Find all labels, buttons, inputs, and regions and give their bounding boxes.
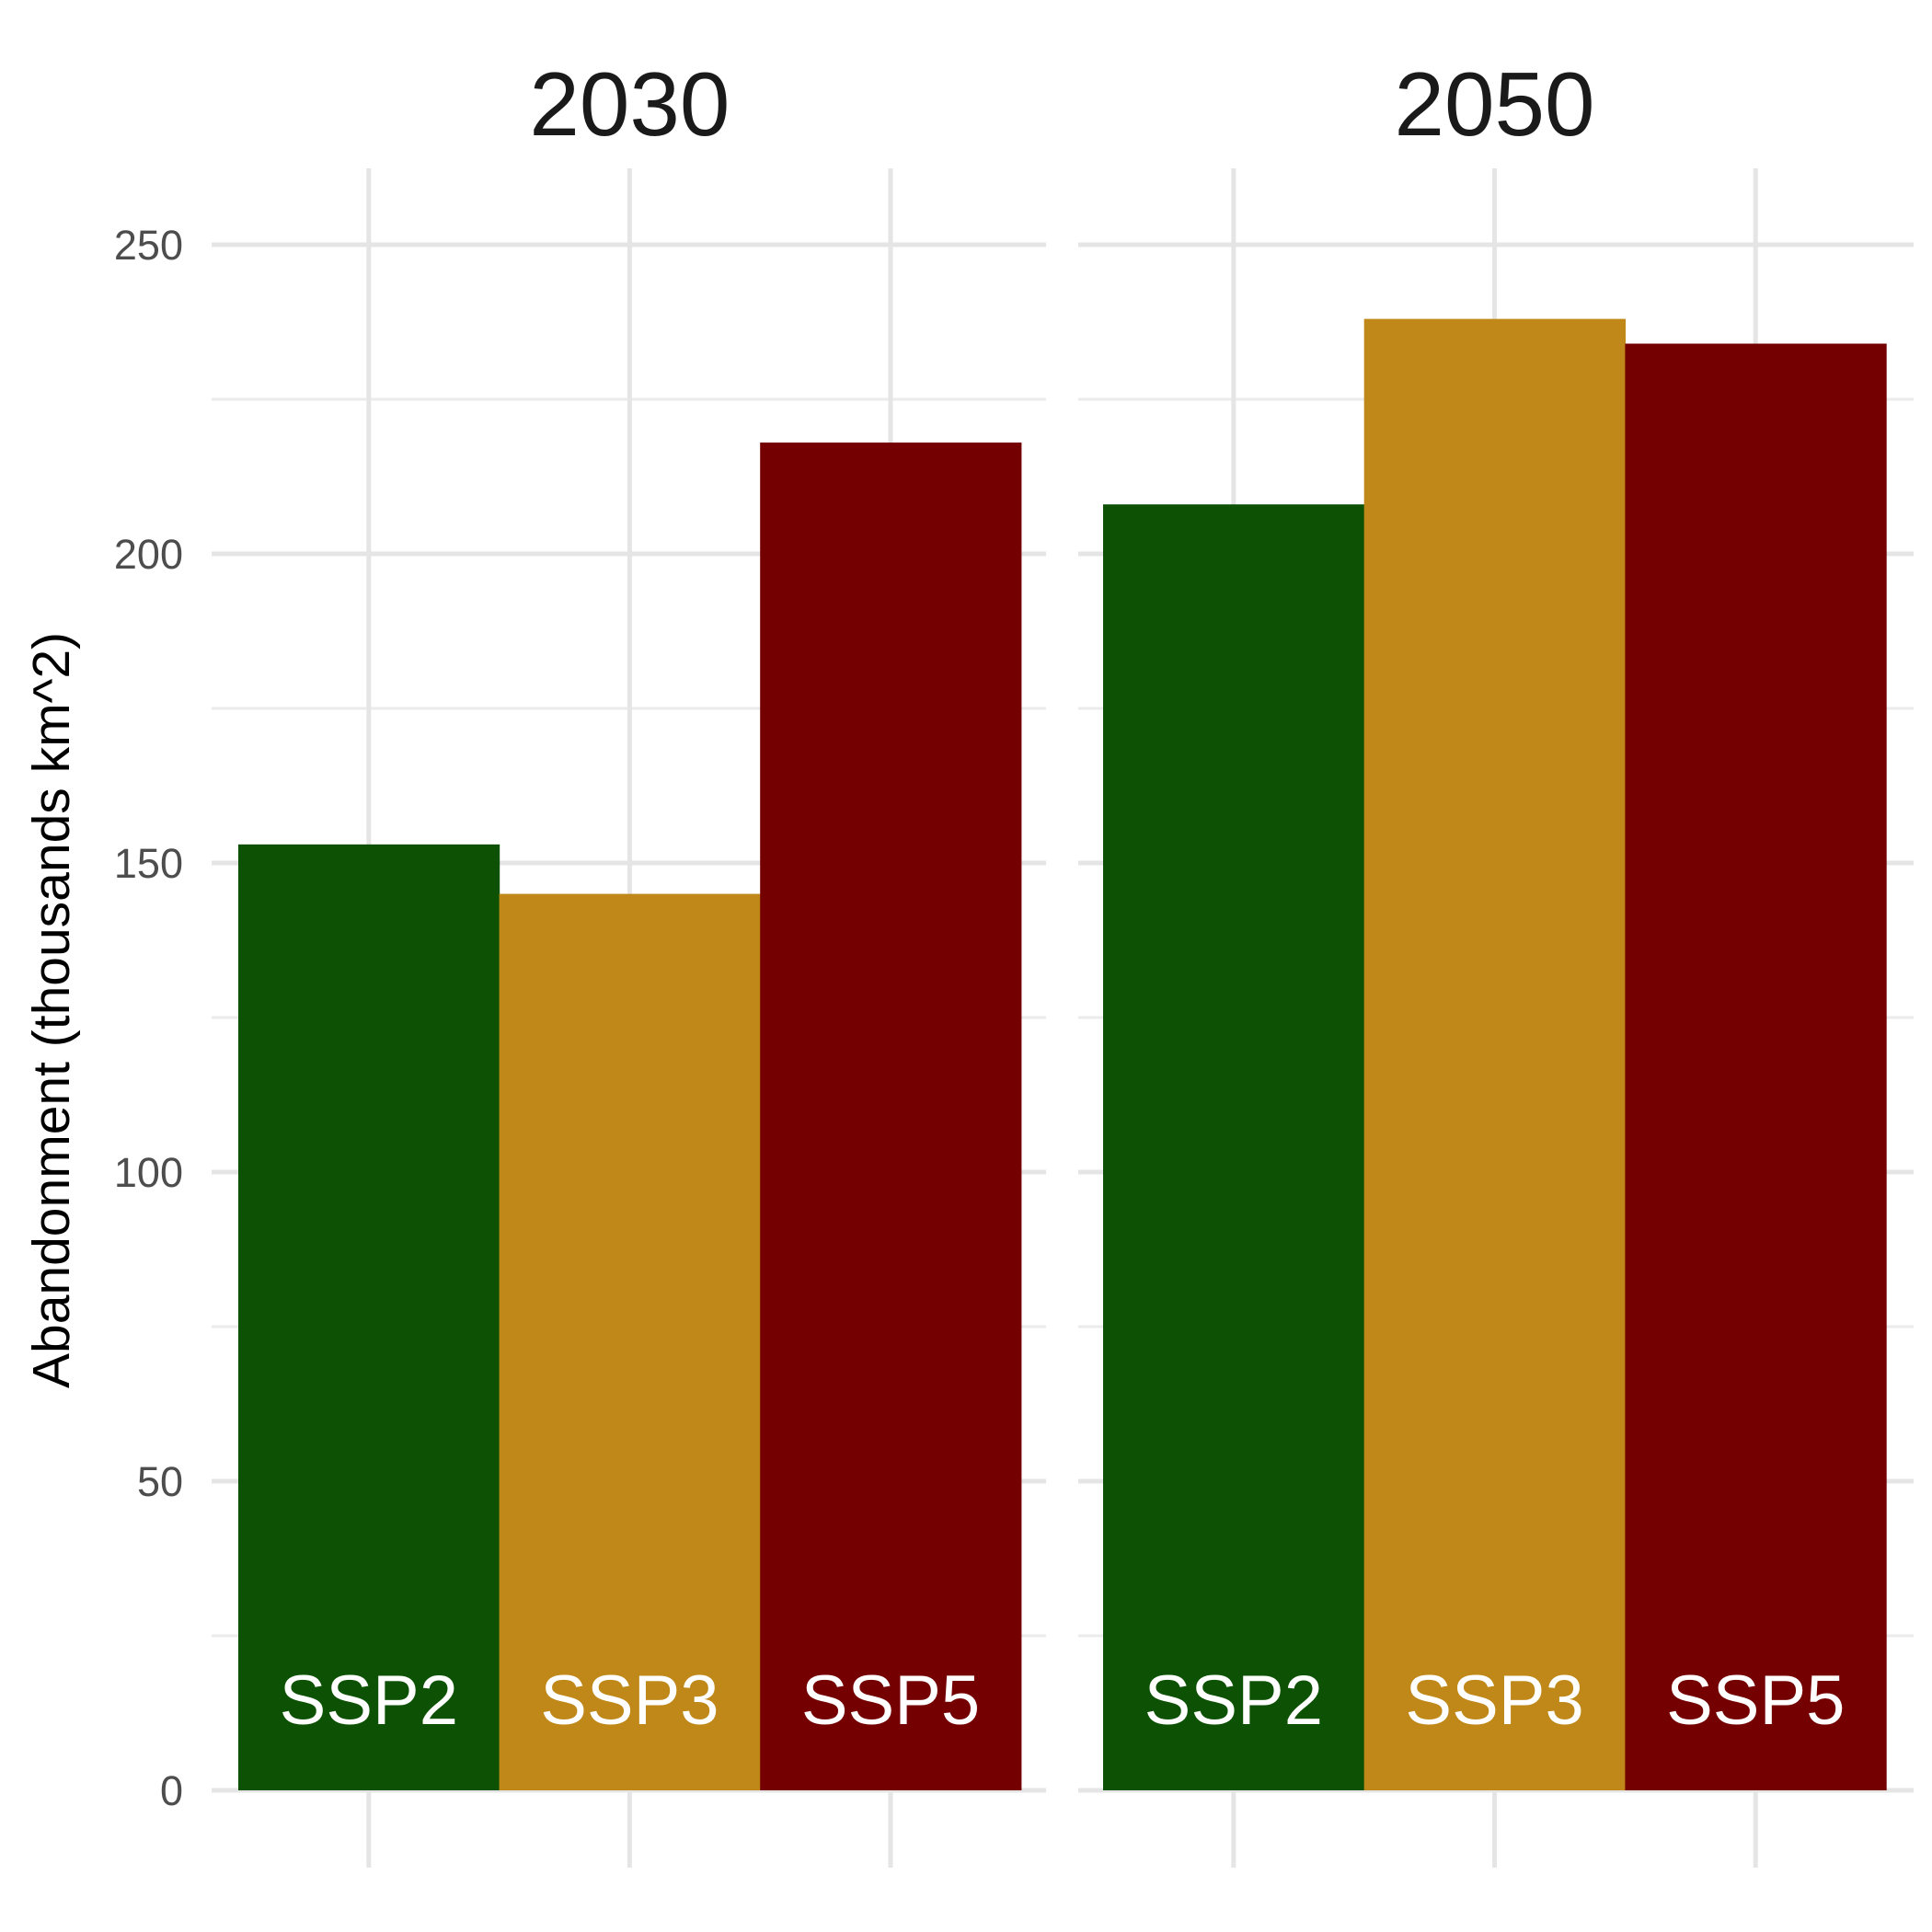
chart-panels: 2030 SSP2 SSP3 SSP5 2050 SSP2 SSP3 SSP5 0 50 100 15… xyxy=(114,53,1914,1868)
y-axis-title: Abandonment (thousands km^2) xyxy=(22,632,81,1388)
y-tick-label: 150 xyxy=(114,840,183,887)
bar-label: SSP3 xyxy=(1405,1662,1583,1740)
y-tick-label: 0 xyxy=(160,1767,183,1814)
facet-title: 2050 xyxy=(1395,53,1595,155)
y-tick-label: 250 xyxy=(114,222,183,269)
y-tick-label: 200 xyxy=(114,531,183,578)
bar-label: SSP2 xyxy=(280,1662,458,1740)
bar-ssp5 xyxy=(760,443,1022,1790)
bar-label: SSP2 xyxy=(1144,1662,1323,1740)
bar-label: SSP5 xyxy=(1666,1662,1845,1740)
panel-2050: 2050 SSP2 SSP3 SSP5 xyxy=(1078,53,1914,1868)
y-tick-label: 100 xyxy=(114,1149,183,1196)
bar-ssp3 xyxy=(1363,318,1626,1790)
bar-label: SSP5 xyxy=(801,1662,980,1740)
facet-title: 2030 xyxy=(529,53,730,155)
panel-2030: 2030 SSP2 SSP3 SSP5 xyxy=(212,53,1046,1868)
bar-label: SSP3 xyxy=(540,1662,719,1740)
y-tick-label: 50 xyxy=(137,1458,183,1505)
bar-ssp5 xyxy=(1625,343,1887,1790)
bar-ssp3 xyxy=(499,893,761,1790)
bar-ssp2 xyxy=(1103,504,1365,1790)
bar-ssp2 xyxy=(238,844,500,1790)
